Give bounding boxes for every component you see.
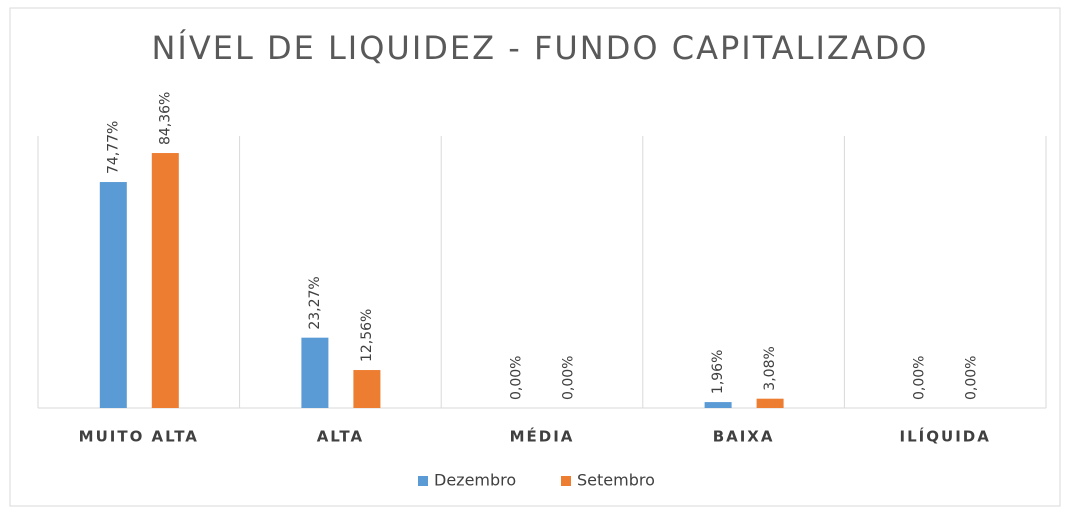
x-tick-label: ILÍQUIDA	[900, 427, 991, 446]
x-tick-label: BAIXA	[713, 428, 775, 446]
legend-label: Setembro	[577, 471, 655, 490]
x-tick-label: ALTA	[317, 428, 364, 446]
value-label: 12,56%	[359, 309, 375, 362]
legend-swatch	[418, 476, 428, 486]
chart-title: NÍVEL DE LIQUIDEZ - FUNDO CAPITALIZADO	[151, 29, 928, 67]
bar	[151, 153, 179, 408]
x-tick-label: MÉDIA	[510, 427, 575, 446]
value-label: 0,00%	[561, 356, 577, 400]
value-label: 0,00%	[509, 356, 525, 400]
bar	[301, 337, 329, 408]
chart-border	[9, 7, 1061, 507]
value-label: 23,27%	[307, 276, 323, 329]
value-label: 74,77%	[105, 121, 121, 174]
value-label: 84,36%	[157, 92, 173, 145]
bar	[756, 398, 784, 408]
value-label: 1,96%	[710, 350, 726, 394]
bar	[704, 402, 732, 408]
value-label: 0,00%	[912, 356, 928, 400]
bar	[99, 182, 127, 408]
x-tick-label: MUITO ALTA	[79, 428, 199, 446]
legend-label: Dezembro	[434, 471, 516, 490]
bar	[353, 370, 381, 408]
value-label: 3,08%	[762, 346, 778, 390]
value-label: 0,00%	[964, 356, 980, 400]
legend-swatch	[561, 476, 571, 486]
